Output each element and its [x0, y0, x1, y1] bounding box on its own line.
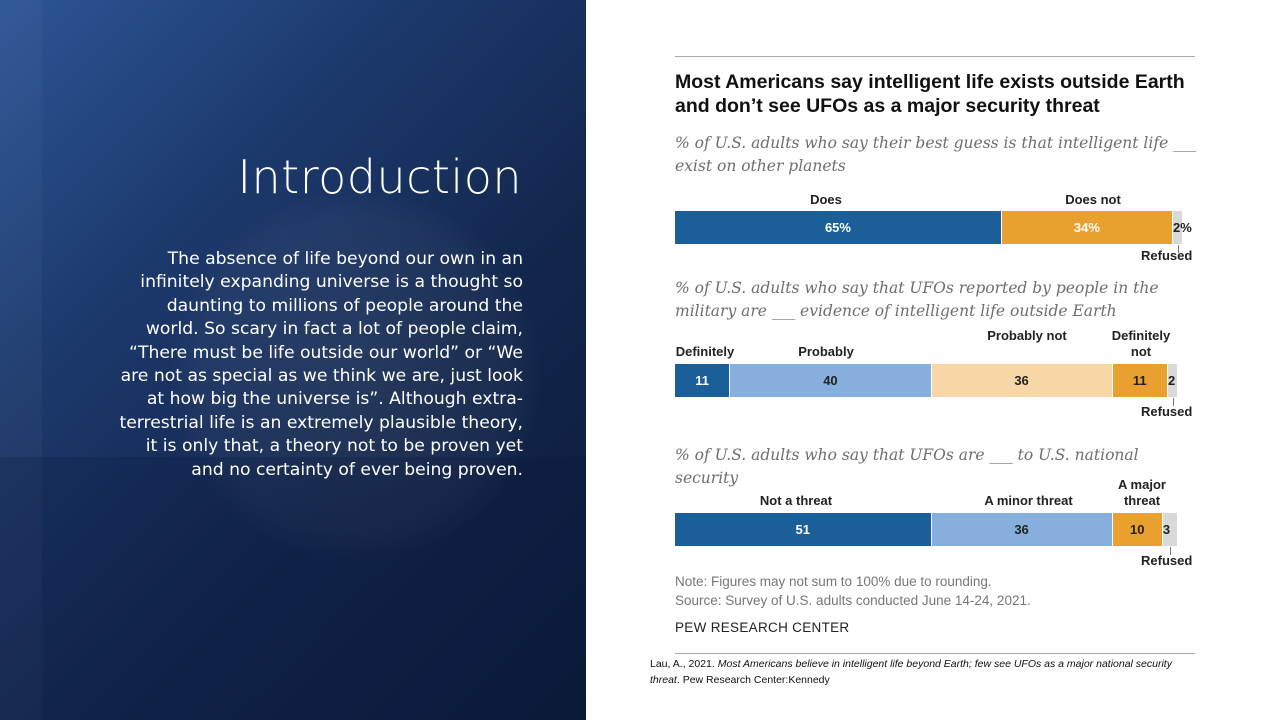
chart3-segment-a-major-threat: 10	[1112, 513, 1162, 546]
bottom-rule	[675, 653, 1195, 654]
chart2-segment-refused	[1167, 364, 1177, 397]
chart1-segment-does-not: 34%	[1001, 211, 1172, 244]
chart3-refused-tick	[1170, 547, 1172, 555]
chart2-bar: 11 40 36 11	[675, 364, 1178, 397]
chart1-segment-refused	[1172, 211, 1183, 244]
chart2-segment-definitely-not: 11	[1112, 364, 1167, 397]
citation-publisher: . Pew Research Center:Kennedy	[676, 674, 830, 686]
decorative-circle	[170, 190, 540, 560]
chart1-refused-tick	[1178, 245, 1179, 253]
chart1-segment-does: 65%	[675, 211, 1001, 244]
chart3-label-major-threat: A major threat	[1118, 477, 1166, 508]
chart2-label-probably-not: Probably not	[987, 328, 1067, 343]
chart2-refused-label: Refused	[1141, 404, 1193, 419]
top-rule	[675, 56, 1195, 57]
chart3-label-not-a-threat: Not a threat	[759, 493, 833, 508]
chart-note: Note: Figures may not sum to 100% due to…	[675, 574, 992, 589]
citation: Lau, A., 2021. Most Americans believe in…	[650, 656, 1190, 688]
chart2-label-definitely-not: Definitely not	[1111, 328, 1171, 359]
chart3-bar: 51 36 10	[675, 513, 1178, 546]
chart1-subtitle: % of U.S. adults who say their best gues…	[675, 134, 1197, 175]
intro-panel: Introduction The absence of life beyond …	[0, 0, 586, 720]
chart2-refused-tick	[1172, 398, 1174, 406]
citation-author: Lau, A., 2021.	[650, 658, 715, 670]
pew-logo-text: PEW RESEARCH CENTER	[675, 620, 850, 635]
chart1-refused-label: Refused	[1141, 248, 1193, 263]
intro-paragraph: The absence of life beyond our own in an…	[119, 249, 523, 480]
chart1-label-does: Does	[810, 192, 842, 207]
chart3-subtitle: % of U.S. adults who say that UFOs are _…	[675, 446, 1139, 487]
chart2-label-definitely: Definitely	[675, 344, 735, 359]
chart3-segment-not-a-threat: 51	[675, 513, 931, 546]
chart1-label-does-not: Does not	[1065, 192, 1121, 207]
citation-title: Most Americans believe in intelligent li…	[650, 658, 1172, 686]
chart1-bar: 65% 34%	[675, 211, 1183, 244]
decorative-band	[0, 457, 586, 720]
chart2-subtitle: % of U.S. adults who say that UFOs repor…	[675, 279, 1159, 320]
chart-area: Most Americans say intelligent life exis…	[586, 0, 1280, 720]
chart-title: Most Americans say intelligent life exis…	[675, 71, 1185, 117]
chart3-segment-refused	[1162, 513, 1177, 546]
chart3-refused-value: 3	[1162, 522, 1171, 537]
chart2-refused-value: 2	[1167, 373, 1176, 388]
chart2-segment-probably-not: 36	[931, 364, 1112, 397]
chart2-label-probably: Probably	[798, 344, 854, 359]
chart2-segment-definitely: 11	[675, 364, 730, 397]
chart3-segment-a-minor-threat: 36	[931, 513, 1112, 546]
chart2-segment-probably: 40	[730, 364, 931, 397]
chart3-refused-label: Refused	[1141, 553, 1193, 568]
slide-title: Introduction	[237, 150, 522, 204]
chart3-label-minor-threat: A minor threat	[984, 493, 1073, 508]
chart-source: Source: Survey of U.S. adults conducted …	[675, 593, 1031, 608]
chart1-refused-value: 2%	[1172, 220, 1192, 235]
